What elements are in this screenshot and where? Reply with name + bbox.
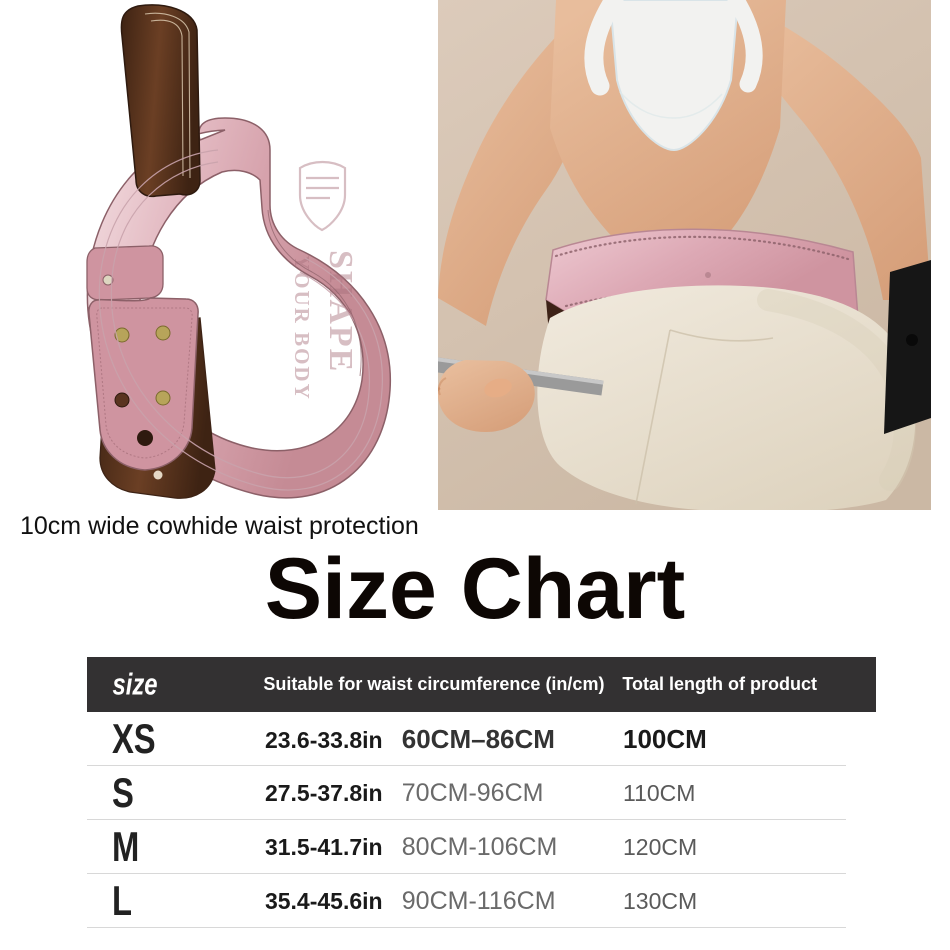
svg-text:YOUR BODY: YOUR BODY bbox=[290, 255, 314, 401]
svg-text:SHAPE: SHAPE bbox=[322, 250, 359, 373]
